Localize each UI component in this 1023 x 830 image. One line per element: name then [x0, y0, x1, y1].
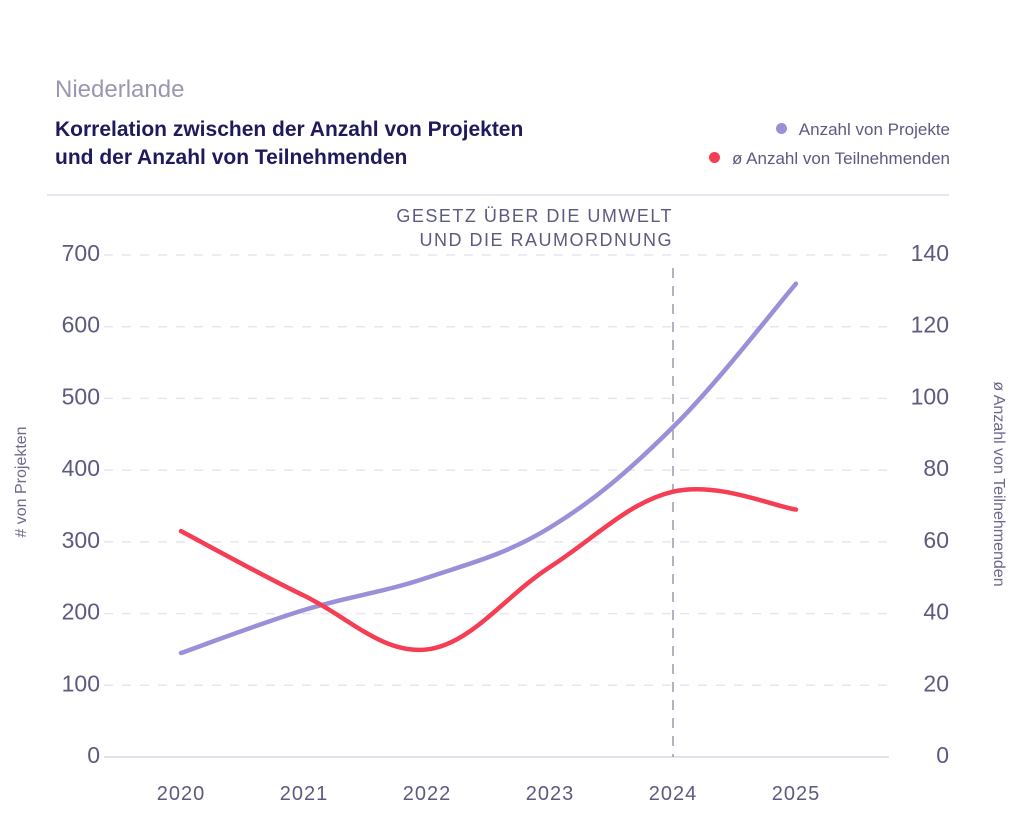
y-tick-right: 80: [923, 455, 949, 481]
annotation-text-line-2: UND DIE RAUMORDNUNG: [420, 230, 674, 250]
y-tick-right: 40: [923, 599, 949, 625]
header-divider: [47, 194, 949, 196]
chart-title-line-2: und der Anzahl von Teilnehmenden: [55, 146, 408, 169]
x-tick-label: 2023: [526, 783, 575, 805]
y-tick-left: 700: [62, 240, 100, 266]
y-tick-left: 100: [62, 670, 100, 696]
x-tick-label: 2022: [403, 783, 452, 805]
y-tick-left: 200: [62, 599, 100, 625]
legend-item-projekte[interactable]: Anzahl von Projekte: [709, 118, 950, 147]
y-tick-right: 0: [936, 742, 949, 768]
legend: Anzahl von Projekte ø Anzahl von Teilneh…: [708, 118, 950, 176]
y-tick-right: 120: [911, 312, 949, 338]
y-axis-left: 0 100 200 300 400 500 600 700: [62, 240, 100, 768]
x-tick-label: 2025: [772, 783, 821, 805]
y-axis-right: 0 20 40 60 80 100 120 140: [911, 240, 949, 768]
y-tick-left: 400: [62, 455, 100, 481]
chart-subtitle: Niederlande: [55, 76, 185, 103]
y-tick-left: 500: [62, 383, 100, 409]
legend-dot-projekte-icon: [775, 123, 787, 134]
series-line-teilnehmende: [178, 486, 799, 653]
y-axis-right-label: ø Anzahl von Teilnehmenden: [990, 381, 1007, 586]
y-tick-left: 600: [62, 312, 100, 338]
chart-title-line-1: Korrelation zwischen der Anzahl von Proj…: [55, 118, 524, 141]
y-axis-left-label: # von Projekten: [13, 426, 30, 537]
y-tick-left: 300: [62, 527, 100, 553]
series: [178, 281, 799, 656]
x-tick-label: 2020: [157, 783, 206, 805]
annotation: GESETZ ÜBER DIE UMWELT UND DIE RAUMORDNU…: [396, 206, 674, 757]
grid: [104, 254, 889, 758]
y-tick-right: 100: [911, 383, 949, 409]
legend-label-teilnehmende: ø Anzahl von Teilnehmenden: [731, 149, 950, 168]
x-axis: 2020 2021 2022 2023 2024 2025: [157, 783, 821, 805]
y-tick-right: 140: [911, 240, 949, 266]
annotation-text-line-1: GESETZ ÜBER DIE UMWELT: [396, 206, 673, 226]
legend-label-projekte: Anzahl von Projekte: [798, 120, 950, 139]
legend-dot-teilnehmende-icon: [708, 152, 720, 163]
x-tick-label: 2021: [280, 783, 329, 805]
x-tick-label: 2024: [649, 783, 698, 805]
y-tick-left: 0: [87, 742, 100, 768]
y-tick-right: 20: [923, 670, 949, 696]
legend-item-teilnehmende[interactable]: ø Anzahl von Teilnehmenden: [708, 147, 950, 176]
y-tick-right: 60: [923, 527, 949, 553]
chart-title: Korrelation zwischen der Anzahl von Proj…: [55, 116, 655, 172]
series-line-projekte: [178, 281, 799, 656]
